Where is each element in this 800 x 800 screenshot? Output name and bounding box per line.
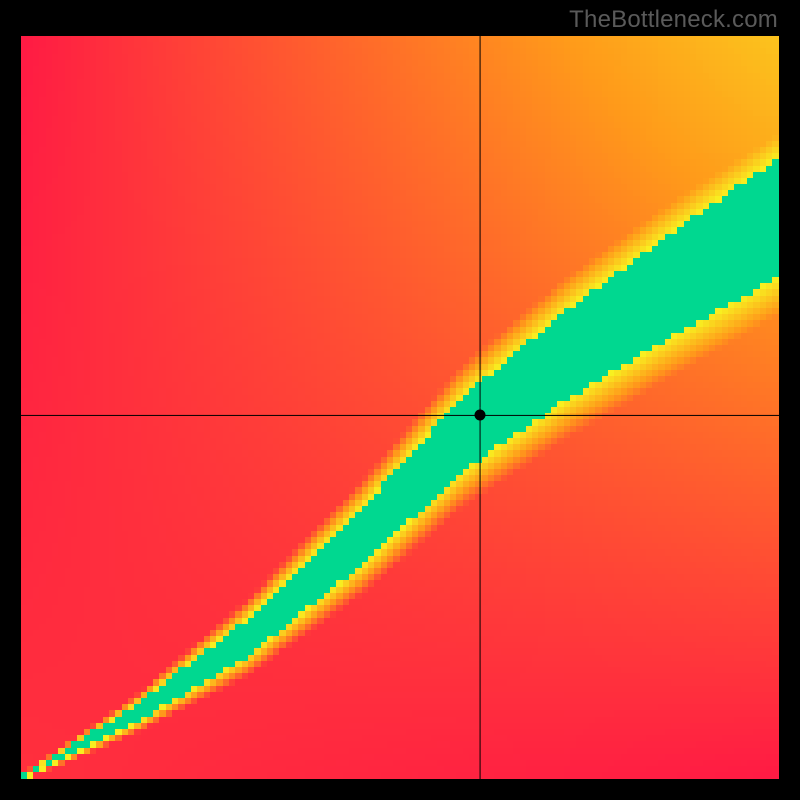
- crosshair-marker: [474, 409, 485, 420]
- chart-container: TheBottleneck.com: [0, 0, 800, 800]
- watermark-text: TheBottleneck.com: [569, 6, 778, 34]
- plot-area: [21, 36, 779, 779]
- heatmap-canvas: [21, 36, 779, 779]
